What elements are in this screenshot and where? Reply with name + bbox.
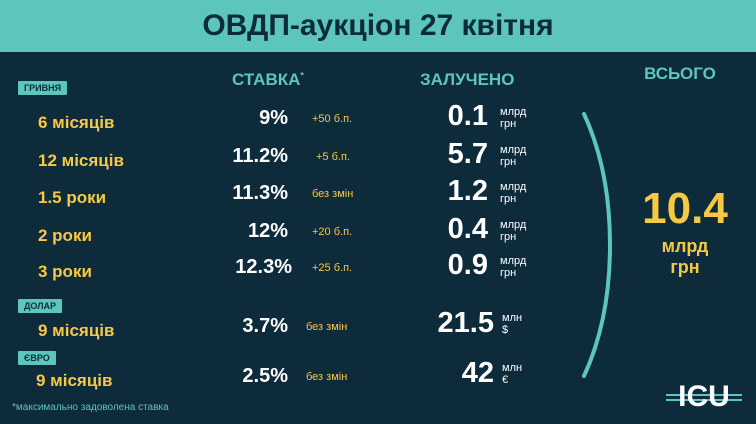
total-bracket <box>582 112 613 378</box>
row-rate: 2.5% <box>242 365 288 387</box>
total-column-header: ВСЬОГО <box>644 64 716 83</box>
row-term: 9 місяців <box>38 321 115 340</box>
footnote: *максимально задоволена ставка <box>12 402 169 413</box>
row-unit-line1: млрд <box>500 106 527 118</box>
rate-header-footnote-marker: * <box>300 70 304 81</box>
row-rate: 3.7% <box>242 315 288 337</box>
row-unit-line1: млн <box>502 312 523 324</box>
row-rate-change: без змін <box>306 321 348 333</box>
total-value: 10.4 <box>642 184 728 233</box>
row-unit: млрд грн <box>500 255 550 279</box>
row-unit-line2: грн <box>500 231 517 243</box>
raised-column-header: ЗАЛУЧЕНО <box>420 70 515 89</box>
icu-logo: ICU <box>666 380 742 412</box>
page-title: ОВДП-аукціон 27 квітня <box>202 9 554 42</box>
row-amount: 42 <box>461 357 494 389</box>
row-term: 3 роки <box>38 262 92 281</box>
row-amount: 0.9 <box>447 249 488 281</box>
row-rate-change: +5 б.п. <box>316 151 350 163</box>
row-rate-change: +50 б.п. <box>312 113 353 125</box>
row-rate: 9% <box>259 107 288 129</box>
row-unit: млн $ <box>502 312 552 336</box>
row-amount: 5.7 <box>447 138 488 170</box>
row-unit-line2: грн <box>500 118 517 130</box>
row-unit-line2: грн <box>500 156 517 168</box>
section-badge-usd: ДОЛАР <box>18 299 63 313</box>
row-unit-line1: млрд <box>500 255 527 267</box>
row-amount: 0.1 <box>447 100 488 132</box>
row-rate-change: без змін <box>306 371 348 383</box>
row-unit-line2: € <box>502 374 509 386</box>
row-unit-line1: млрд <box>500 144 527 156</box>
row-rate-change: без змін <box>312 188 354 200</box>
rate-header-label: СТАВКА <box>232 70 301 89</box>
row-term: 2 роки <box>38 226 92 245</box>
row-rate: 12.3% <box>235 256 292 278</box>
row-amount: 1.2 <box>447 175 488 207</box>
row-unit-line2: $ <box>502 324 509 336</box>
row-term: 9 місяців <box>36 371 113 390</box>
title-banner <box>0 0 756 52</box>
total-unit-line1: млрд <box>661 236 709 256</box>
row-unit: млрд грн <box>500 106 550 130</box>
row-rate: 11.2% <box>232 145 288 167</box>
row-rate: 12% <box>247 220 288 242</box>
row-amount: 21.5 <box>437 307 494 339</box>
row-unit-line2: грн <box>500 193 517 205</box>
section-badge-uah: ГРИВНЯ <box>18 81 68 95</box>
icu-logo-text: ICU <box>678 380 730 412</box>
row-term: 1.5 роки <box>38 188 107 207</box>
rate-column-header: СТАВКА* <box>232 70 304 90</box>
row-unit: млн € <box>502 362 552 386</box>
row-unit: млрд грн <box>500 144 550 168</box>
row-unit-line2: грн <box>500 267 517 279</box>
row-amount: 0.4 <box>447 213 488 245</box>
row-unit-line1: млрд <box>500 219 527 231</box>
section-badge-eur: ЄВРО <box>18 351 56 365</box>
row-rate: 11.3% <box>232 182 288 204</box>
row-term: 6 місяців <box>38 113 115 132</box>
row-unit: млрд грн <box>500 181 550 205</box>
row-unit-line1: млрд <box>500 181 527 193</box>
row-rate-change: +25 б.п. <box>312 262 353 274</box>
row-unit-line1: млн <box>502 362 523 374</box>
row-rate-change: +20 б.п. <box>312 226 353 238</box>
row-term: 12 місяців <box>38 151 124 170</box>
row-unit: млрд грн <box>500 219 550 243</box>
total-unit-line2: грн <box>670 257 700 277</box>
